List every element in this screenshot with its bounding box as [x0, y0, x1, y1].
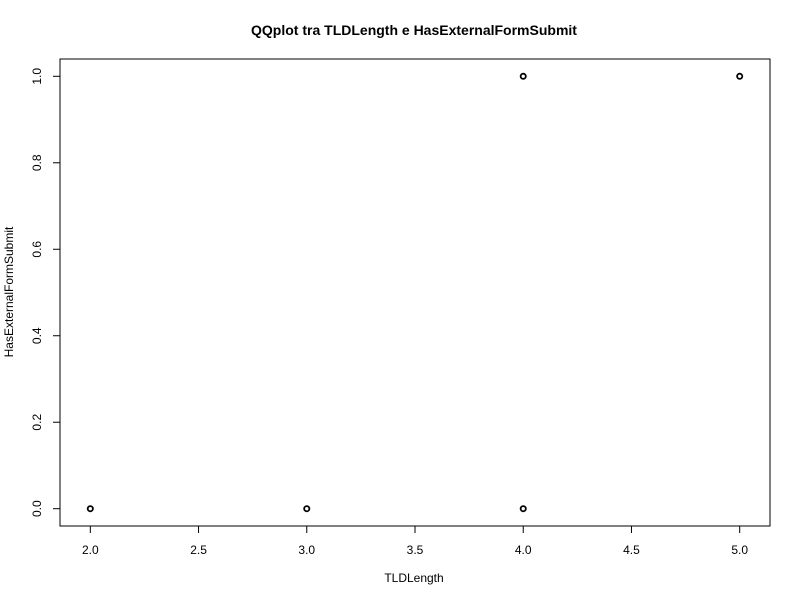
data-point: [736, 72, 744, 80]
y-axis-label: HasExternalFormSubmit: [2, 226, 16, 357]
x-axis-label: TLDLength: [384, 571, 443, 585]
x-tick-label: 4.5: [623, 543, 640, 557]
x-tick-label: 2.0: [82, 543, 99, 557]
y-tick-label: 0.0: [30, 500, 44, 517]
chart-title: QQplot tra TLDLength e HasExternalFormSu…: [251, 22, 577, 38]
data-point: [519, 505, 527, 513]
x-tick-label: 2.5: [190, 543, 207, 557]
y-tick-label: 0.8: [30, 154, 44, 171]
data-point: [86, 505, 94, 513]
x-tick-label: 5.0: [731, 543, 748, 557]
x-tick-label: 3.0: [298, 543, 315, 557]
y-axis: 0.0 0.2 0.4 0.6 0.8 1.0: [30, 68, 61, 517]
x-tick-label: 3.5: [407, 543, 424, 557]
x-axis: 2.0 2.5 3.0 3.5 4.0 4.5 5.0: [82, 525, 748, 557]
y-tick-label: 0.6: [30, 241, 44, 258]
plot-frame: [59, 58, 771, 527]
x-tick-label: 4.0: [515, 543, 532, 557]
data-point: [303, 505, 311, 513]
y-tick-label: 1.0: [30, 68, 44, 85]
y-tick-label: 0.2: [30, 414, 44, 431]
data-points: [86, 72, 744, 513]
data-point: [519, 72, 527, 80]
y-tick-label: 0.4: [30, 327, 44, 344]
